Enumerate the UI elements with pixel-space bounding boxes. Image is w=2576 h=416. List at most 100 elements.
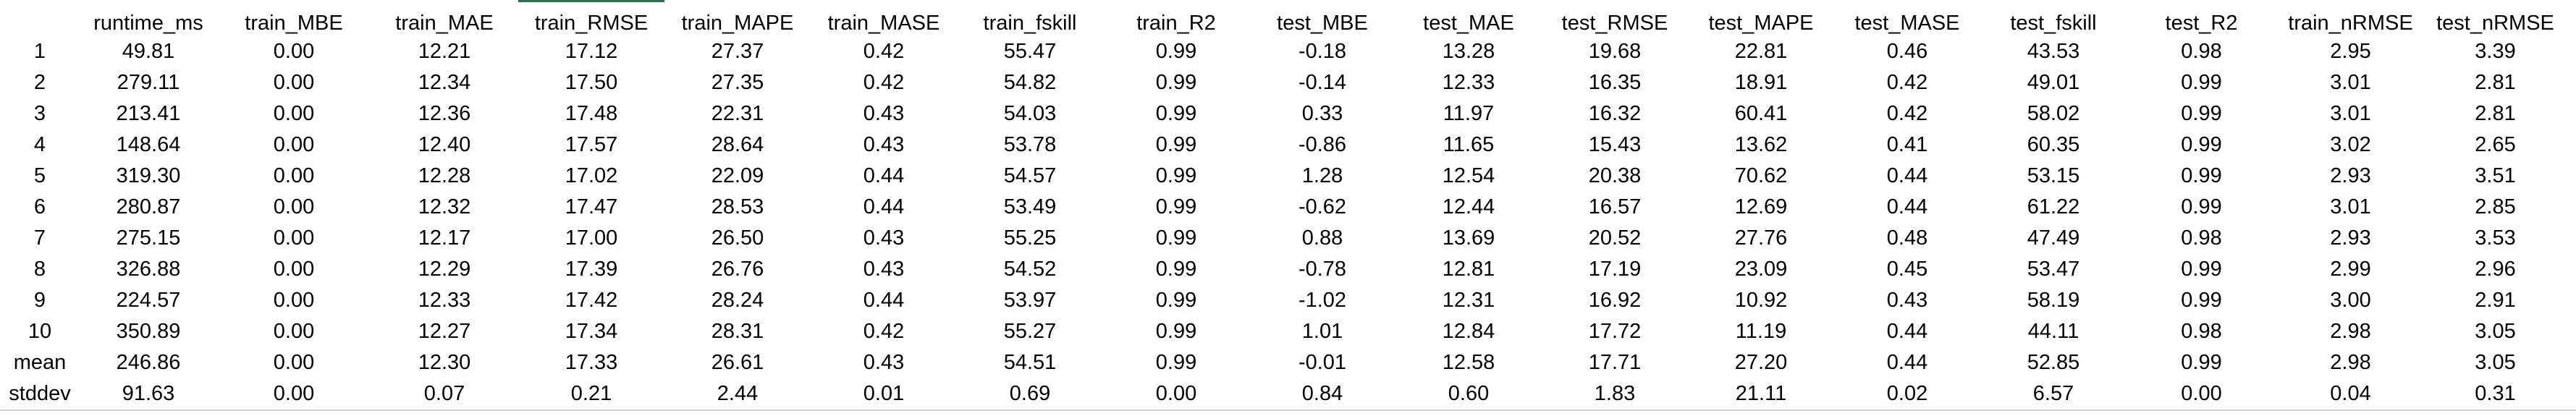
cell-test-rmse[interactable]: 16.57 — [1588, 195, 1642, 218]
cell-test-mae[interactable]: 0.60 — [1448, 382, 1490, 405]
cell-train-mbe[interactable]: 0.00 — [273, 258, 315, 281]
column-header-train-mase[interactable]: train_MASE — [827, 12, 940, 35]
cell-runtime-ms[interactable]: 279.11 — [117, 71, 180, 94]
cell-runtime-ms[interactable]: 350.89 — [116, 320, 181, 343]
cell-test-mbe[interactable]: -0.86 — [1298, 133, 1347, 156]
cell-test-fskill[interactable]: 49.01 — [2027, 71, 2080, 94]
column-header-train-rmse[interactable]: train_RMSE — [534, 12, 649, 35]
cell-train-mape[interactable]: 26.50 — [711, 226, 764, 250]
cell-test-mase[interactable]: 0.48 — [1886, 226, 1928, 250]
cell-test-mae[interactable]: 12.54 — [1442, 164, 1495, 187]
cell-test-mbe[interactable]: -1.02 — [1298, 289, 1347, 312]
cell-train-r2[interactable]: 0.00 — [1155, 382, 1197, 405]
cell-train-mape[interactable]: 22.09 — [711, 164, 764, 187]
cell-test-mape[interactable]: 21.11 — [1735, 382, 1787, 405]
cell-test-mape[interactable]: 23.09 — [1734, 258, 1788, 281]
cell-test-r2[interactable]: 0.98 — [2181, 320, 2222, 343]
cell-train-mase[interactable]: 0.43 — [863, 351, 905, 374]
cell-runtime-ms[interactable]: 319.30 — [116, 164, 181, 187]
cell-test-mbe[interactable]: 1.01 — [1301, 320, 1343, 343]
cell-train-rmse[interactable]: 17.34 — [565, 320, 618, 343]
cell-train-mape[interactable]: 28.64 — [711, 133, 764, 156]
cell-runtime-ms[interactable]: 275.15 — [116, 226, 181, 250]
cell-train-r2[interactable]: 0.99 — [1155, 320, 1197, 343]
cell-train-mae[interactable]: 12.36 — [418, 102, 471, 125]
cell-train-mae[interactable]: 0.07 — [423, 382, 465, 405]
cell-test-rmse[interactable]: 16.35 — [1588, 71, 1642, 94]
cell-train-rmse[interactable]: 17.00 — [565, 226, 618, 250]
row-label-cell[interactable]: 6 — [33, 195, 46, 218]
cell-test-mape[interactable]: 22.81 — [1734, 40, 1788, 63]
cell-train-nrmse[interactable]: 3.01 — [2330, 195, 2371, 218]
cell-train-r2[interactable]: 0.99 — [1155, 351, 1197, 374]
cell-test-mape[interactable]: 12.69 — [1734, 195, 1788, 218]
cell-test-nrmse[interactable]: 3.53 — [2475, 226, 2516, 250]
cell-test-mae[interactable]: 11.97 — [1443, 102, 1495, 125]
cell-train-mae[interactable]: 12.32 — [418, 195, 471, 218]
cell-test-mbe[interactable]: 0.33 — [1301, 102, 1343, 125]
row-label-cell[interactable]: 2 — [33, 71, 46, 94]
cell-train-fskill[interactable]: 54.51 — [1003, 351, 1057, 374]
column-header-test-mbe[interactable]: test_MBE — [1277, 12, 1368, 35]
cell-train-nrmse[interactable]: 2.98 — [2330, 320, 2371, 343]
column-header-test-mape[interactable]: test_MAPE — [1708, 12, 1814, 35]
cell-train-mape[interactable]: 27.37 — [711, 40, 764, 63]
cell-train-mae[interactable]: 12.29 — [418, 258, 471, 281]
row-label-cell[interactable]: 8 — [33, 258, 46, 281]
column-header-train-mae[interactable]: train_MAE — [395, 12, 494, 35]
cell-test-mase[interactable]: 0.42 — [1886, 71, 1928, 94]
cell-test-r2[interactable]: 0.99 — [2181, 133, 2222, 156]
cell-train-r2[interactable]: 0.99 — [1155, 40, 1197, 63]
column-header-test-r2[interactable]: test_R2 — [2165, 12, 2238, 35]
cell-train-mape[interactable]: 28.24 — [711, 289, 764, 312]
cell-train-r2[interactable]: 0.99 — [1155, 164, 1197, 187]
cell-train-mase[interactable]: 0.42 — [863, 40, 905, 63]
cell-test-rmse[interactable]: 16.92 — [1588, 289, 1642, 312]
cell-test-nrmse[interactable]: 3.05 — [2475, 351, 2516, 374]
cell-test-fskill[interactable]: 43.53 — [2027, 40, 2080, 63]
cell-test-mase[interactable]: 0.45 — [1886, 258, 1928, 281]
cell-test-mase[interactable]: 0.46 — [1886, 40, 1928, 63]
column-header-train-mape[interactable]: train_MAPE — [681, 12, 794, 35]
cell-runtime-ms[interactable]: 49.81 — [122, 40, 175, 63]
cell-train-nrmse[interactable]: 3.02 — [2330, 133, 2371, 156]
cell-test-mae[interactable]: 12.33 — [1442, 71, 1495, 94]
cell-test-mae[interactable]: 12.44 — [1442, 195, 1495, 218]
cell-test-rmse[interactable]: 17.72 — [1588, 320, 1642, 343]
cell-test-nrmse[interactable]: 2.96 — [2475, 258, 2516, 281]
cell-test-fskill[interactable]: 53.15 — [2027, 164, 2080, 187]
cell-test-r2[interactable]: 0.99 — [2181, 102, 2222, 125]
cell-test-mase[interactable]: 0.02 — [1886, 382, 1928, 405]
cell-train-mape[interactable]: 28.53 — [711, 195, 764, 218]
cell-test-mbe[interactable]: -0.01 — [1298, 351, 1347, 374]
cell-test-mae[interactable]: 13.28 — [1442, 40, 1495, 63]
cell-runtime-ms[interactable]: 246.86 — [116, 351, 181, 374]
cell-runtime-ms[interactable]: 326.88 — [116, 258, 181, 281]
cell-test-nrmse[interactable]: 3.39 — [2475, 40, 2516, 63]
cell-train-r2[interactable]: 0.99 — [1155, 195, 1197, 218]
cell-train-mae[interactable]: 12.27 — [418, 320, 471, 343]
cell-test-r2[interactable]: 0.98 — [2181, 226, 2222, 250]
cell-test-mbe[interactable]: -0.14 — [1298, 71, 1347, 94]
cell-train-nrmse[interactable]: 3.01 — [2330, 102, 2371, 125]
cell-train-rmse[interactable]: 17.12 — [565, 40, 618, 63]
cell-train-fskill[interactable]: 55.27 — [1003, 320, 1057, 343]
cell-test-rmse[interactable]: 19.68 — [1588, 40, 1642, 63]
cell-train-mape[interactable]: 22.31 — [711, 102, 764, 125]
cell-train-mbe[interactable]: 0.00 — [273, 320, 315, 343]
cell-train-mase[interactable]: 0.44 — [863, 195, 905, 218]
cell-test-r2[interactable]: 0.99 — [2181, 289, 2222, 312]
cell-train-mbe[interactable]: 0.00 — [273, 133, 315, 156]
cell-train-mbe[interactable]: 0.00 — [273, 40, 315, 63]
cell-test-fskill[interactable]: 60.35 — [2027, 133, 2080, 156]
cell-train-mase[interactable]: 0.43 — [863, 133, 905, 156]
column-header-test-nrmse[interactable]: test_nRMSE — [2436, 12, 2554, 35]
cell-test-mape[interactable]: 60.41 — [1734, 102, 1788, 125]
cell-test-mae[interactable]: 12.31 — [1442, 289, 1495, 312]
cell-train-nrmse[interactable]: 3.01 — [2330, 71, 2371, 94]
cell-train-rmse[interactable]: 17.57 — [565, 133, 618, 156]
cell-train-nrmse[interactable]: 0.04 — [2330, 382, 2371, 405]
cell-test-mase[interactable]: 0.44 — [1886, 164, 1928, 187]
cell-runtime-ms[interactable]: 91.63 — [122, 382, 175, 405]
cell-train-fskill[interactable]: 53.97 — [1003, 289, 1057, 312]
